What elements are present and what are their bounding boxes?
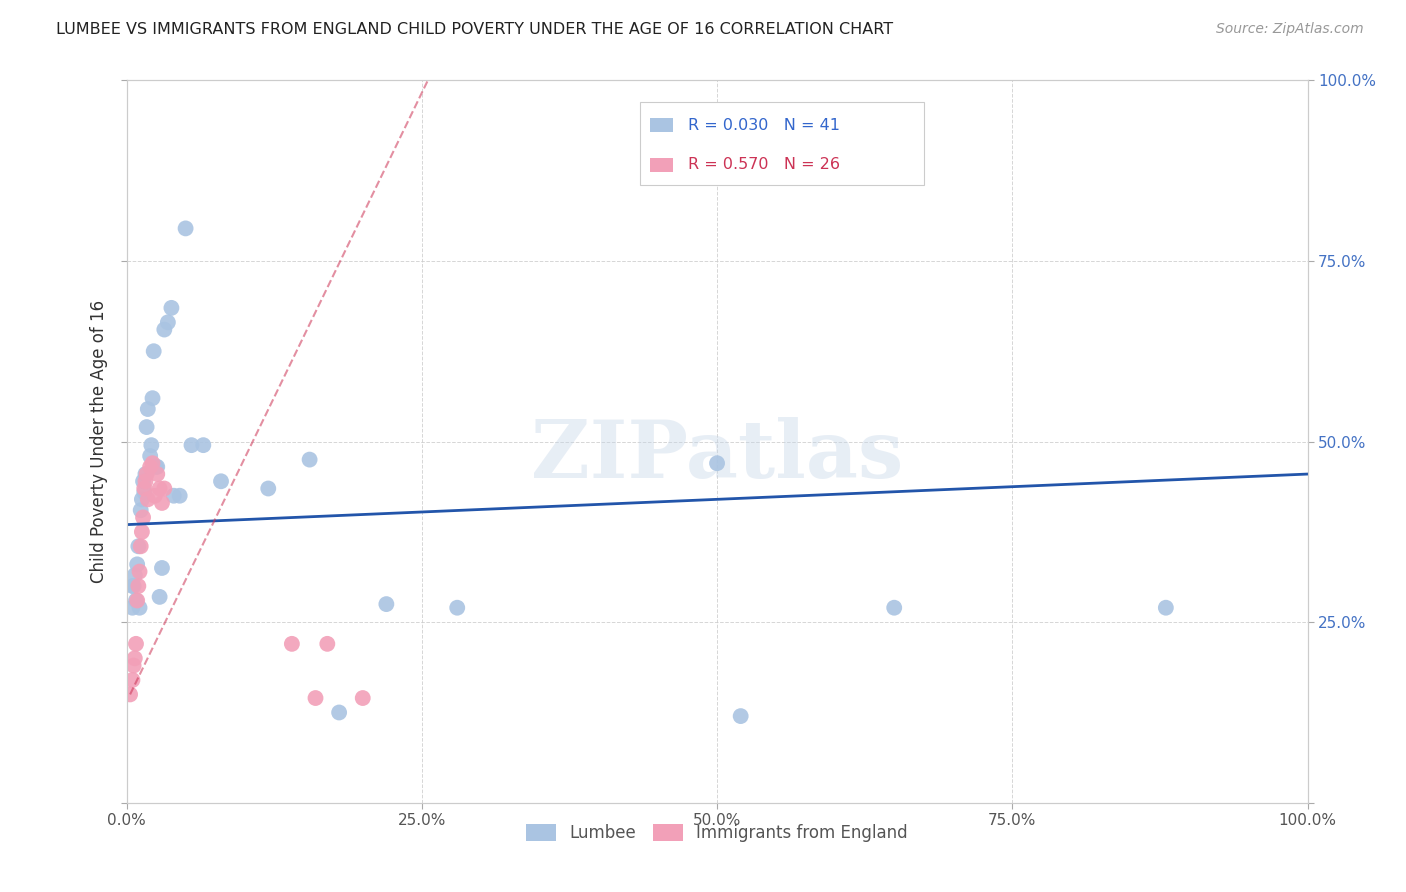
Y-axis label: Child Poverty Under the Age of 16: Child Poverty Under the Age of 16: [90, 300, 108, 583]
Point: [141, 391, 163, 405]
Point: [134, 482, 156, 496]
Text: LUMBEE VS IMMIGRANTS FROM ENGLAND CHILD POVERTY UNDER THE AGE OF 16 CORRELATION : LUMBEE VS IMMIGRANTS FROM ENGLAND CHILD …: [56, 22, 893, 37]
Point: [328, 706, 350, 720]
Point: [143, 489, 166, 503]
Point: [134, 467, 156, 481]
Point: [142, 344, 165, 359]
Text: R = 0.570   N = 26: R = 0.570 N = 26: [688, 157, 839, 172]
Point: [122, 658, 145, 673]
Point: [128, 565, 150, 579]
Point: [131, 524, 153, 539]
Point: [120, 687, 142, 701]
FancyBboxPatch shape: [650, 118, 673, 132]
Point: [193, 438, 215, 452]
Point: [129, 503, 152, 517]
Point: [125, 637, 148, 651]
Point: [150, 561, 173, 575]
Point: [160, 301, 183, 315]
Point: [146, 467, 169, 481]
Point: [127, 579, 149, 593]
Point: [121, 579, 143, 593]
Point: [146, 459, 169, 474]
Point: [145, 459, 167, 474]
Point: [135, 420, 157, 434]
Point: [125, 593, 148, 607]
Point: [124, 651, 146, 665]
Point: [156, 315, 179, 329]
Point: [128, 600, 150, 615]
Point: [134, 485, 156, 500]
Point: [446, 600, 468, 615]
Point: [153, 322, 176, 336]
Point: [149, 590, 172, 604]
Point: [352, 691, 374, 706]
Point: [316, 637, 339, 651]
Point: [883, 600, 905, 615]
Point: [121, 673, 143, 687]
FancyBboxPatch shape: [650, 158, 673, 172]
Point: [730, 709, 752, 723]
Point: [141, 456, 163, 470]
Text: R = 0.030   N = 41: R = 0.030 N = 41: [688, 118, 839, 133]
Point: [124, 568, 146, 582]
Text: ZIPatlas: ZIPatlas: [531, 417, 903, 495]
Point: [174, 221, 197, 235]
Point: [281, 637, 304, 651]
Point: [139, 459, 162, 474]
Point: [169, 489, 191, 503]
Point: [298, 452, 321, 467]
Legend: Lumbee, Immigrants from England: Lumbee, Immigrants from England: [520, 817, 914, 848]
Point: [149, 482, 172, 496]
Point: [122, 579, 145, 593]
Point: [304, 691, 326, 706]
Point: [129, 539, 152, 553]
Point: [127, 593, 149, 607]
Point: [131, 492, 153, 507]
Point: [127, 558, 149, 572]
Point: [141, 438, 163, 452]
Point: [139, 449, 162, 463]
Point: [127, 539, 149, 553]
Point: [209, 475, 232, 489]
Point: [136, 402, 159, 417]
Text: Source: ZipAtlas.com: Source: ZipAtlas.com: [1216, 22, 1364, 37]
Point: [257, 482, 280, 496]
Point: [153, 482, 176, 496]
Point: [121, 600, 143, 615]
Point: [180, 438, 202, 452]
Point: [163, 489, 186, 503]
FancyBboxPatch shape: [640, 102, 924, 185]
Point: [1154, 600, 1177, 615]
Point: [135, 467, 157, 481]
Point: [375, 597, 398, 611]
Point: [132, 510, 155, 524]
Point: [706, 456, 728, 470]
Point: [134, 475, 156, 489]
Point: [136, 492, 159, 507]
Point: [150, 496, 173, 510]
Point: [132, 475, 155, 489]
